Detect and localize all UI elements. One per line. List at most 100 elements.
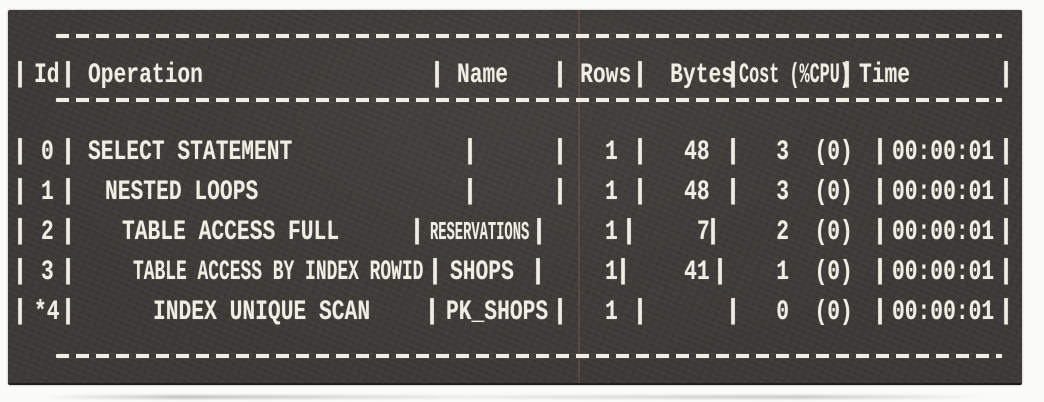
pipe-separator: | bbox=[871, 296, 889, 328]
plan-row-2: | | | | | | | | 2 TABLE ACCESS FULL RESE… bbox=[8, 212, 1022, 252]
pipe-separator: | bbox=[59, 256, 77, 288]
column-header-cost: Cost (%CPU) bbox=[739, 59, 850, 91]
cell-time: 00:00:01 bbox=[892, 256, 995, 288]
cell-cost: 3 (0) bbox=[776, 176, 853, 208]
pipe-separator: | bbox=[551, 296, 569, 328]
pipe-separator: | bbox=[614, 256, 632, 288]
pipe-separator: | bbox=[530, 216, 548, 248]
pipe-separator: | bbox=[551, 176, 569, 208]
scan-smudge-artifact bbox=[40, 395, 990, 399]
pipe-separator: | bbox=[408, 216, 426, 248]
pipe-separator: | bbox=[461, 136, 479, 168]
pipe-separator: | bbox=[997, 59, 1015, 91]
pipe-separator: | bbox=[871, 216, 889, 248]
cell-operation: INDEX UNIQUE SCAN bbox=[153, 296, 371, 328]
column-header-bytes: Bytes bbox=[670, 59, 735, 91]
pipe-separator: | bbox=[724, 59, 742, 91]
pipe-separator: | bbox=[997, 256, 1015, 288]
cell-id: 2 bbox=[40, 216, 54, 248]
column-header-operation: Operation bbox=[88, 59, 203, 91]
cell-name: PK_SHOPS bbox=[446, 296, 549, 328]
pipe-separator: | bbox=[59, 216, 77, 248]
execution-plan-panel: | | | | | | | | Id Operation Name Rows B… bbox=[8, 10, 1022, 385]
cell-rows: 1 bbox=[605, 176, 618, 208]
cell-bytes: 48 bbox=[684, 136, 710, 168]
cell-operation: NESTED LOOPS bbox=[105, 176, 259, 208]
cell-name: RESERVATIONS bbox=[430, 217, 530, 247]
pipe-separator: | bbox=[631, 136, 649, 168]
column-header-rows: Rows bbox=[580, 59, 632, 91]
cell-id: *4 bbox=[34, 296, 60, 328]
pipe-separator: | bbox=[59, 176, 77, 208]
cell-rows: 1 bbox=[605, 296, 618, 328]
cell-cost: 1 (0) bbox=[776, 256, 853, 288]
cell-operation: SELECT STATEMENT bbox=[88, 136, 293, 168]
cell-cost: 2 (0) bbox=[776, 216, 853, 248]
pipe-separator: | bbox=[59, 296, 77, 328]
pipe-separator: | bbox=[631, 296, 649, 328]
pipe-separator: | bbox=[997, 296, 1015, 328]
pipe-separator: | bbox=[871, 256, 889, 288]
column-header-id: Id bbox=[34, 59, 60, 91]
cell-rows: 1 bbox=[605, 136, 618, 168]
plan-row-1: | | | | | | | | 1 NESTED LOOPS 1 48 3 (0… bbox=[8, 172, 1022, 212]
plan-header-row: | | | | | | | | Id Operation Name Rows B… bbox=[8, 54, 1022, 96]
pipe-separator: | bbox=[631, 59, 649, 91]
plan-row-0: | | | | | | | | 0 SELECT STATEMENT 1 48 … bbox=[8, 132, 1022, 172]
pipe-separator: | bbox=[551, 59, 569, 91]
dashed-separator-header bbox=[56, 98, 1002, 102]
column-header-name: Name bbox=[457, 59, 509, 91]
pipe-separator: | bbox=[428, 59, 446, 91]
cell-id: 1 bbox=[40, 176, 54, 208]
pipe-separator: | bbox=[11, 59, 29, 91]
column-header-time: Time bbox=[859, 59, 911, 91]
cell-time: 00:00:01 bbox=[892, 296, 995, 328]
cell-cost: 3 (0) bbox=[776, 136, 853, 168]
pipe-separator: | bbox=[871, 136, 889, 168]
cell-bytes: 48 bbox=[684, 176, 710, 208]
pipe-separator: | bbox=[997, 176, 1015, 208]
pipe-separator: | bbox=[11, 136, 29, 168]
pipe-separator: | bbox=[620, 216, 638, 248]
cell-bytes: 7 bbox=[697, 216, 710, 248]
pipe-separator: | bbox=[704, 216, 722, 248]
pipe-separator: | bbox=[724, 176, 742, 208]
cell-operation: TABLE ACCESS BY INDEX ROWID bbox=[133, 256, 424, 288]
pipe-separator: | bbox=[59, 136, 77, 168]
scan-artifact-line bbox=[578, 10, 580, 383]
cell-time: 00:00:01 bbox=[892, 136, 995, 168]
dashed-separator-bottom bbox=[56, 354, 1002, 358]
cell-rows: 1 bbox=[605, 216, 618, 248]
pipe-separator: | bbox=[871, 176, 889, 208]
cell-cost: 0 (0) bbox=[776, 296, 853, 328]
pipe-separator: | bbox=[551, 136, 569, 168]
pipe-separator: | bbox=[997, 216, 1015, 248]
cell-bytes: 41 bbox=[684, 256, 710, 288]
pipe-separator: | bbox=[461, 176, 479, 208]
pipe-separator: | bbox=[423, 296, 441, 328]
dashed-separator-top bbox=[56, 34, 1002, 38]
cell-name: SHOPS bbox=[450, 256, 514, 288]
cell-operation: TABLE ACCESS FULL bbox=[122, 216, 340, 248]
pipe-separator: | bbox=[631, 176, 649, 208]
pipe-separator: | bbox=[11, 296, 29, 328]
cell-time: 00:00:01 bbox=[892, 176, 995, 208]
plan-row-4: | | | | | | | | *4 INDEX UNIQUE SCAN PK_… bbox=[8, 292, 1022, 332]
pipe-separator: | bbox=[724, 296, 742, 328]
cell-time: 00:00:01 bbox=[892, 216, 995, 248]
plan-row-3: | | | | | | | | 3 TABLE ACCESS BY INDEX … bbox=[8, 252, 1022, 292]
cell-id: 0 bbox=[40, 136, 54, 168]
pipe-separator: | bbox=[11, 216, 29, 248]
pipe-separator: | bbox=[838, 59, 856, 91]
pipe-separator: | bbox=[711, 256, 729, 288]
cell-id: 3 bbox=[40, 256, 54, 288]
pipe-separator: | bbox=[426, 256, 444, 288]
pipe-separator: | bbox=[997, 136, 1015, 168]
pipe-separator: | bbox=[724, 136, 742, 168]
pipe-separator: | bbox=[11, 256, 29, 288]
cell-bytes bbox=[640, 292, 720, 332]
pipe-separator: | bbox=[529, 256, 547, 288]
pipe-separator: | bbox=[59, 59, 77, 91]
pipe-separator: | bbox=[11, 176, 29, 208]
